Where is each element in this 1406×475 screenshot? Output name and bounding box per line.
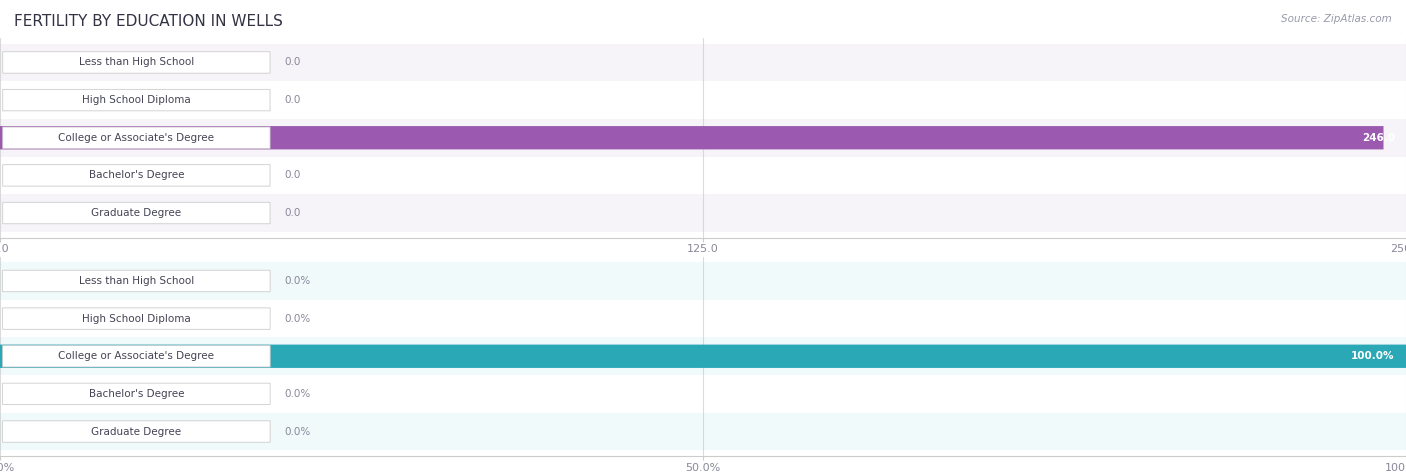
FancyBboxPatch shape [0, 126, 1384, 150]
Bar [0, 119, 1406, 157]
Text: College or Associate's Degree: College or Associate's Degree [59, 133, 214, 143]
FancyBboxPatch shape [3, 127, 270, 149]
Bar [0, 157, 1406, 194]
Text: 0.0: 0.0 [284, 171, 301, 180]
Text: Less than High School: Less than High School [79, 57, 194, 67]
Bar [0, 44, 1406, 81]
FancyBboxPatch shape [3, 308, 270, 329]
Bar [0, 300, 1406, 337]
Text: FERTILITY BY EDUCATION IN WELLS: FERTILITY BY EDUCATION IN WELLS [14, 14, 283, 29]
Text: Graduate Degree: Graduate Degree [91, 427, 181, 437]
Bar [0, 262, 1406, 300]
Text: 0.0%: 0.0% [284, 389, 311, 399]
Text: College or Associate's Degree: College or Associate's Degree [59, 351, 214, 361]
Text: 0.0%: 0.0% [284, 276, 311, 286]
Bar [0, 194, 1406, 232]
FancyBboxPatch shape [3, 165, 270, 186]
Text: 0.0%: 0.0% [284, 314, 311, 323]
Text: 246.0: 246.0 [1361, 133, 1395, 143]
FancyBboxPatch shape [3, 421, 270, 442]
FancyBboxPatch shape [3, 383, 270, 405]
Bar [0, 81, 1406, 119]
FancyBboxPatch shape [3, 202, 270, 224]
Text: 100.0%: 100.0% [1351, 351, 1395, 361]
Text: High School Diploma: High School Diploma [82, 95, 191, 105]
Text: Graduate Degree: Graduate Degree [91, 208, 181, 218]
Text: 0.0: 0.0 [284, 208, 301, 218]
Text: 0.0: 0.0 [284, 95, 301, 105]
Text: Less than High School: Less than High School [79, 276, 194, 286]
FancyBboxPatch shape [0, 344, 1406, 368]
Text: 0.0%: 0.0% [284, 427, 311, 437]
Text: Bachelor's Degree: Bachelor's Degree [89, 389, 184, 399]
FancyBboxPatch shape [3, 89, 270, 111]
Text: Source: ZipAtlas.com: Source: ZipAtlas.com [1281, 14, 1392, 24]
FancyBboxPatch shape [3, 345, 270, 367]
Text: Bachelor's Degree: Bachelor's Degree [89, 171, 184, 180]
FancyBboxPatch shape [3, 270, 270, 292]
Text: 0.0: 0.0 [284, 57, 301, 67]
Text: High School Diploma: High School Diploma [82, 314, 191, 323]
FancyBboxPatch shape [3, 52, 270, 73]
Bar [0, 337, 1406, 375]
Bar [0, 413, 1406, 450]
Bar [0, 375, 1406, 413]
